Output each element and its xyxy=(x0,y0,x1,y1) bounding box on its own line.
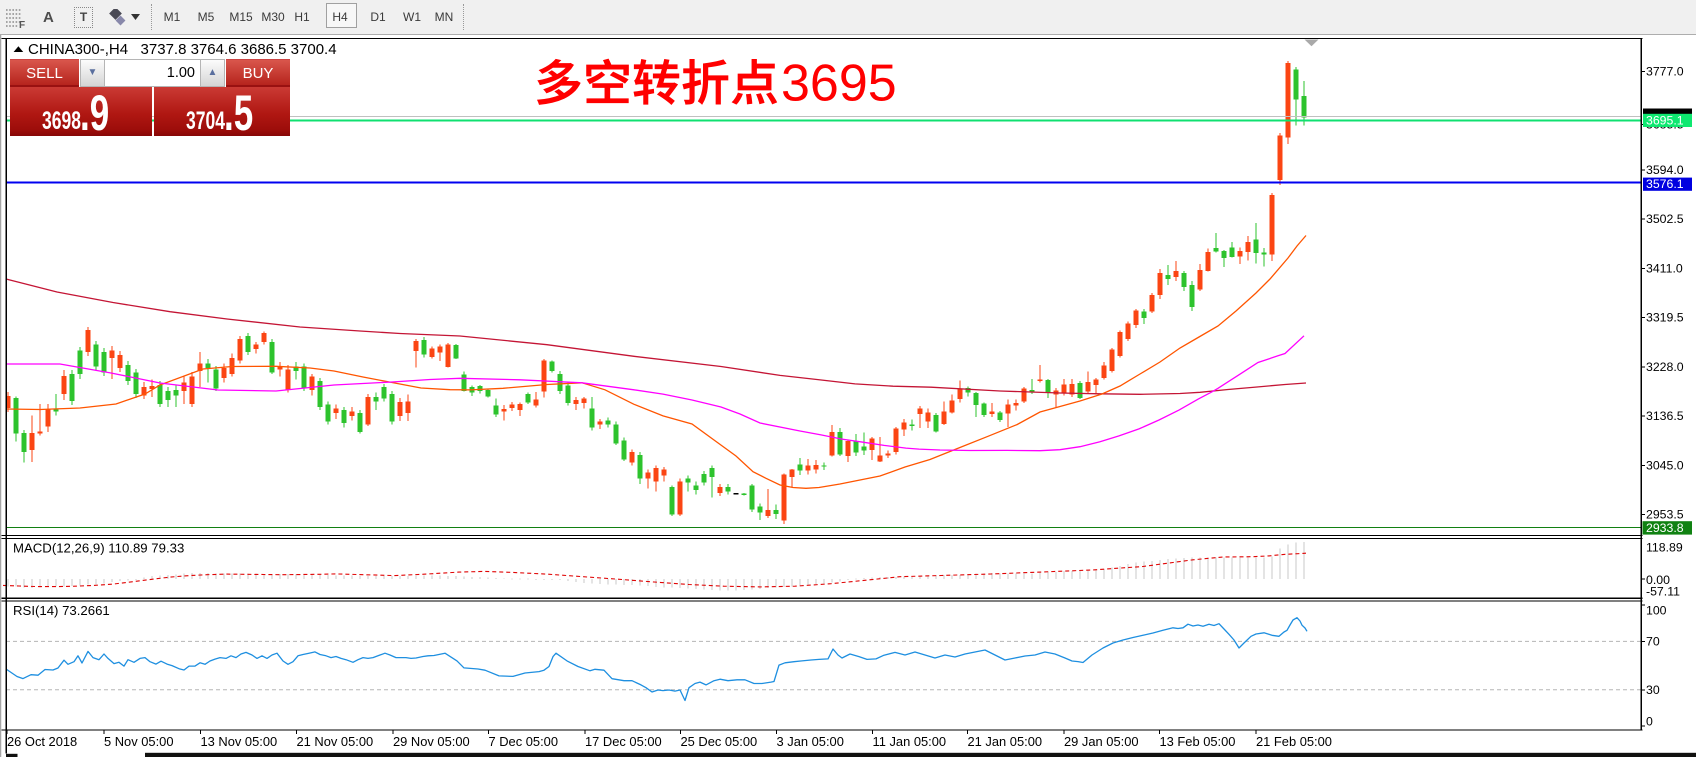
svg-text:3695: 3695 xyxy=(781,55,897,113)
svg-text:118.89: 118.89 xyxy=(1646,541,1683,555)
svg-text:13 Nov 05:00: 13 Nov 05:00 xyxy=(201,734,278,749)
svg-text:3228.0: 3228.0 xyxy=(1646,360,1684,374)
svg-text:3136.5: 3136.5 xyxy=(1646,409,1684,423)
svg-text:CHINA300-,H4 3737.8 3764.6 3: CHINA300-,H4 3737.8 3764.6 3686.5 3700.4 xyxy=(28,41,337,58)
svg-text:3411.0: 3411.0 xyxy=(1646,261,1683,275)
svg-text:3502.5: 3502.5 xyxy=(1646,212,1684,226)
svg-text:25 Dec 05:00: 25 Dec 05:00 xyxy=(681,734,758,749)
svg-text:100: 100 xyxy=(1646,604,1667,618)
svg-text:3045.0: 3045.0 xyxy=(1646,458,1684,472)
svg-text:21 Nov 05:00: 21 Nov 05:00 xyxy=(297,734,374,749)
svg-text:29 Nov 05:00: 29 Nov 05:00 xyxy=(393,734,470,749)
svg-text:0.00: 0.00 xyxy=(1646,573,1670,587)
svg-text:11 Jan 05:00: 11 Jan 05:00 xyxy=(873,734,947,749)
svg-text:MACD(12,26,9) 110.89 79.33: MACD(12,26,9) 110.89 79.33 xyxy=(13,540,184,555)
svg-text:26 Oct 2018: 26 Oct 2018 xyxy=(7,734,77,749)
svg-text:21 Jan 05:00: 21 Jan 05:00 xyxy=(968,734,1043,749)
svg-text:3 Jan 05:00: 3 Jan 05:00 xyxy=(777,734,844,749)
svg-text:5 Nov 05:00: 5 Nov 05:00 xyxy=(104,734,174,749)
svg-text:2933.8: 2933.8 xyxy=(1646,521,1684,535)
svg-text:29 Jan 05:00: 29 Jan 05:00 xyxy=(1064,734,1139,749)
svg-text:3319.5: 3319.5 xyxy=(1646,311,1684,325)
svg-text:F: F xyxy=(19,20,25,28)
svg-text:0: 0 xyxy=(1646,715,1653,729)
svg-text:3777.0: 3777.0 xyxy=(1646,64,1684,78)
svg-text:-57.11: -57.11 xyxy=(1646,585,1680,599)
svg-text:70: 70 xyxy=(1646,635,1660,649)
svg-text:13 Feb 05:00: 13 Feb 05:00 xyxy=(1160,734,1236,749)
svg-text:RSI(14) 73.2661: RSI(14) 73.2661 xyxy=(13,603,110,618)
svg-text:3576.1: 3576.1 xyxy=(1646,177,1684,191)
svg-text:3594.0: 3594.0 xyxy=(1646,163,1684,177)
svg-text:30: 30 xyxy=(1646,683,1660,697)
svg-text:17 Dec 05:00: 17 Dec 05:00 xyxy=(585,734,662,749)
svg-text:2953.5: 2953.5 xyxy=(1646,508,1684,522)
svg-text:21 Feb 05:00: 21 Feb 05:00 xyxy=(1256,734,1332,749)
svg-text:3695.1: 3695.1 xyxy=(1646,113,1684,127)
svg-text:7 Dec 05:00: 7 Dec 05:00 xyxy=(489,734,559,749)
